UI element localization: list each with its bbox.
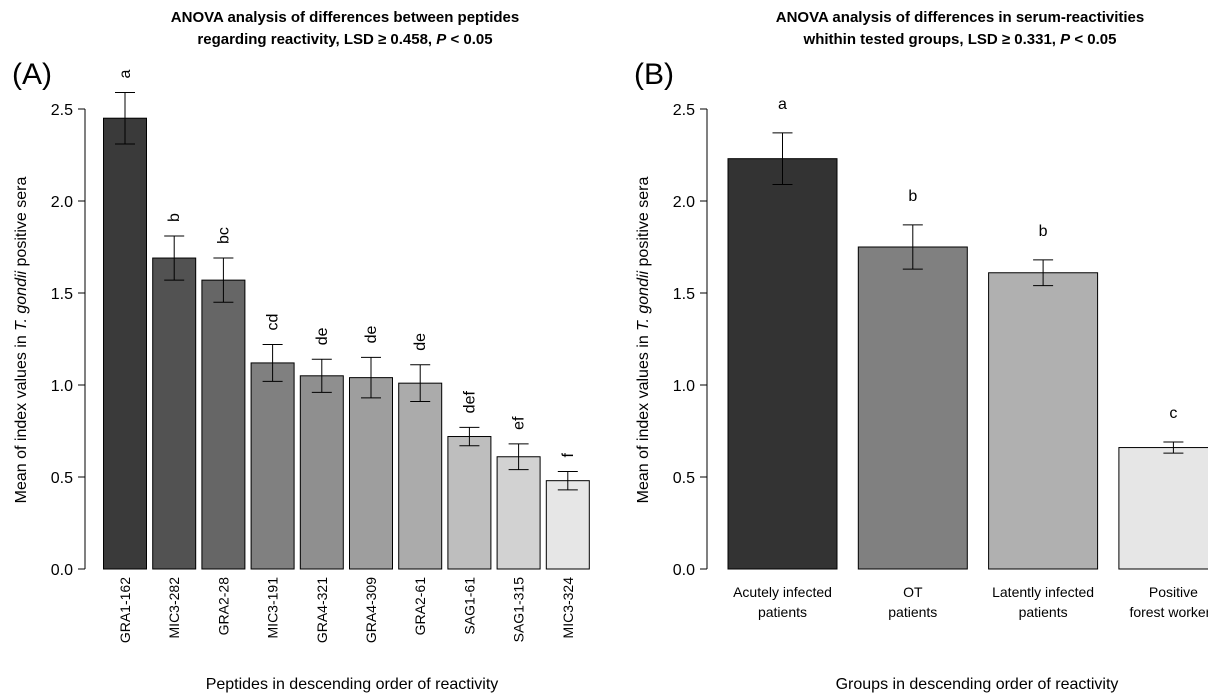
y-tick-label: 2.5 bbox=[51, 102, 73, 119]
chart-title-line2: regarding reactivity, LSD ≥ 0.458, P < 0… bbox=[197, 31, 492, 48]
x-tick-label: patients bbox=[1019, 604, 1068, 620]
significance-label: de bbox=[314, 327, 331, 345]
significance-label: cd bbox=[265, 314, 282, 331]
y-tick-label: 0.0 bbox=[51, 562, 73, 579]
bar bbox=[398, 382, 443, 570]
panel-label: (B) bbox=[634, 58, 674, 91]
significance-label: b bbox=[1039, 223, 1048, 240]
panel-a: ANOVA analysis of differences between pe… bbox=[12, 9, 590, 693]
significance-label: c bbox=[1169, 405, 1177, 422]
bar bbox=[1118, 447, 1208, 570]
chart-title-line1: ANOVA analysis of differences in serum-r… bbox=[776, 9, 1144, 26]
significance-label: b bbox=[166, 213, 183, 222]
x-tick-label: GRA4-321 bbox=[314, 577, 330, 643]
significance-label: b bbox=[908, 188, 917, 205]
significance-label: bc bbox=[215, 227, 232, 244]
x-tick-label: Latently infected bbox=[992, 584, 1094, 600]
bar bbox=[988, 272, 1099, 570]
x-axis-label: Peptides in descending order of reactivi… bbox=[206, 676, 499, 693]
x-tick-label: patients bbox=[888, 604, 937, 620]
x-tick-label: forest workers bbox=[1129, 604, 1208, 620]
y-tick-label: 0.5 bbox=[673, 470, 695, 487]
x-tick-label: OT bbox=[903, 584, 923, 600]
y-tick-label: 2.5 bbox=[673, 102, 695, 119]
x-tick-label: GRA4-309 bbox=[363, 577, 379, 643]
x-tick-label: Positive bbox=[1149, 584, 1198, 600]
significance-label: a bbox=[778, 96, 787, 113]
y-tick-label: 1.5 bbox=[673, 286, 695, 303]
x-tick-label: patients bbox=[758, 604, 807, 620]
y-tick-label: 1.0 bbox=[51, 378, 73, 395]
y-axis-label: Mean of index values in T. gondii positi… bbox=[13, 177, 30, 504]
x-tick-label: Acutely infected bbox=[733, 584, 832, 600]
bar bbox=[857, 246, 968, 570]
y-axis-label: Mean of index values in T. gondii positi… bbox=[635, 177, 652, 504]
x-tick-label: SAG1-315 bbox=[511, 577, 527, 643]
bar bbox=[447, 436, 492, 570]
significance-label: a bbox=[117, 69, 134, 78]
x-axis-label: Groups in descending order of reactivity bbox=[836, 676, 1119, 693]
y-tick-label: 1.5 bbox=[51, 286, 73, 303]
y-tick-label: 0.5 bbox=[51, 470, 73, 487]
significance-label: f bbox=[560, 452, 577, 457]
x-tick-label: SAG1-61 bbox=[461, 577, 477, 635]
y-tick-label: 1.0 bbox=[673, 378, 695, 395]
bar bbox=[545, 480, 590, 570]
bar bbox=[103, 117, 147, 570]
y-tick-label: 2.0 bbox=[51, 194, 73, 211]
panel-b: ANOVA analysis of differences in serum-r… bbox=[634, 9, 1208, 693]
x-tick-label: GRA2-28 bbox=[215, 577, 231, 636]
bar bbox=[201, 279, 246, 570]
x-tick-label: MIC3-324 bbox=[560, 577, 576, 639]
y-tick-label: 0.0 bbox=[673, 562, 695, 579]
bar bbox=[496, 456, 541, 570]
x-tick-label: GRA1-162 bbox=[117, 577, 133, 643]
bar bbox=[250, 362, 295, 570]
x-tick-label: MIC3-282 bbox=[166, 577, 182, 639]
chart-title-line2: whithin tested groups, LSD ≥ 0.331, P < … bbox=[803, 31, 1117, 48]
significance-label: ef bbox=[511, 416, 528, 430]
significance-label: def bbox=[461, 391, 478, 414]
bar bbox=[349, 377, 393, 570]
panel-label: (A) bbox=[12, 58, 52, 91]
bar bbox=[299, 375, 344, 570]
significance-label: de bbox=[363, 326, 380, 344]
x-tick-label: MIC3-191 bbox=[265, 577, 281, 639]
y-tick-label: 2.0 bbox=[673, 194, 695, 211]
chart-title-line1: ANOVA analysis of differences between pe… bbox=[171, 9, 519, 26]
x-tick-label: GRA2-61 bbox=[412, 577, 428, 636]
bar bbox=[727, 158, 838, 570]
bar bbox=[152, 257, 197, 570]
significance-label: de bbox=[412, 333, 429, 351]
